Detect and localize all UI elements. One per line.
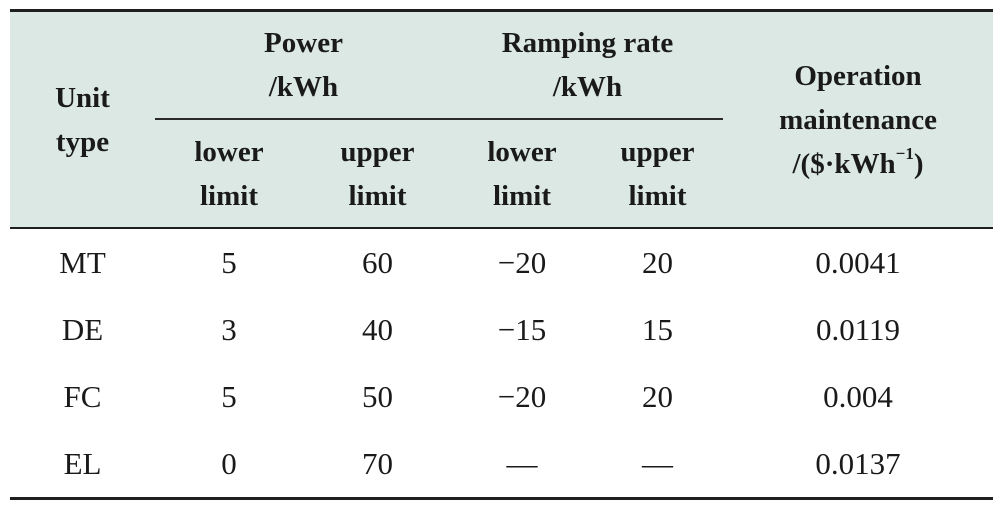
header-unit-type-line2: type [55, 125, 110, 158]
header-om-line1: Operation [794, 59, 922, 92]
header-operation-maintenance: Operation maintenance /($·kWh−1) [723, 12, 993, 227]
header-om-unit-exponent: −1 [895, 143, 914, 163]
table-row: DE 3 40 −15 15 0.0119 [10, 296, 993, 363]
header-power-upper: upper limit [303, 120, 452, 227]
table-row: FC 5 50 −20 20 0.004 [10, 363, 993, 430]
header-ramping-line2: /kWh [552, 71, 623, 103]
header-power-line1: Power [264, 27, 343, 59]
cell-ramp-lower: −15 [497, 311, 547, 347]
cell-ramp-upper: 20 [642, 244, 673, 280]
cell-power-lower: 0 [221, 445, 237, 481]
cell-ramp-upper: 20 [642, 378, 673, 414]
table-row: EL 0 70 — — 0.0137 [10, 430, 993, 497]
cell-ramp-upper: 15 [642, 311, 673, 347]
cell-unit-type: FC [63, 378, 102, 414]
cell-ramp-lower: −20 [497, 378, 547, 414]
header-ramping-line1: Ramping rate [501, 27, 674, 59]
data-table: Unit type Power /kWh Ramping rate /kWh O… [10, 0, 993, 511]
cell-ramp-upper: — [642, 445, 673, 481]
cell-operation-maintenance: 0.0119 [815, 311, 901, 347]
bottom-rule [10, 497, 993, 500]
cell-power-upper: 70 [362, 445, 393, 481]
header-unit-type: Unit type [10, 12, 155, 227]
header-ramp-upper-line1: upper [620, 135, 695, 168]
header-ramp-lower-line2: limit [493, 179, 551, 212]
table-row: MT 5 60 −20 20 0.0041 [10, 229, 993, 296]
header-ramping-rate: Ramping rate /kWh [452, 12, 723, 118]
header-om-unit-close: ) [913, 147, 924, 180]
cell-power-upper: 50 [362, 378, 393, 414]
cell-ramp-lower: −20 [497, 244, 547, 280]
header-unit-type-line1: Unit [55, 81, 110, 114]
header-power-lower-line2: limit [200, 179, 258, 212]
cell-unit-type: EL [63, 445, 102, 481]
ramping-group-rule [452, 118, 723, 120]
header-power-line2: /kWh [268, 71, 339, 103]
header-ramp-lower-line1: lower [487, 135, 557, 168]
header-power-upper-line1: upper [340, 135, 415, 168]
header-power-lower: lower limit [155, 120, 303, 227]
header-ramp-upper-line2: limit [628, 179, 687, 212]
header-power-upper-line2: limit [348, 179, 407, 212]
cell-ramp-lower: — [506, 445, 538, 481]
cell-operation-maintenance: 0.0137 [815, 445, 901, 481]
power-group-rule [155, 118, 452, 120]
header-om-unit: /($·kWh [792, 147, 896, 180]
header-ramp-upper: upper limit [592, 120, 723, 227]
header-power-lower-line1: lower [194, 135, 264, 168]
cell-operation-maintenance: 0.0041 [815, 244, 901, 280]
header-om-line3: /($·kWh−1) [779, 142, 937, 186]
header-rule [10, 227, 993, 229]
cell-power-lower: 3 [221, 311, 237, 347]
top-rule [10, 9, 993, 12]
header-ramp-lower: lower limit [452, 120, 592, 227]
cell-power-lower: 5 [221, 244, 237, 280]
header-power: Power /kWh [155, 12, 452, 118]
cell-unit-type: DE [61, 311, 104, 347]
cell-power-lower: 5 [221, 378, 237, 414]
header-om-line2: maintenance [779, 103, 937, 136]
cell-operation-maintenance: 0.004 [823, 378, 893, 414]
cell-power-upper: 40 [362, 311, 393, 347]
cell-unit-type: MT [59, 244, 106, 280]
cell-power-upper: 60 [362, 244, 393, 280]
